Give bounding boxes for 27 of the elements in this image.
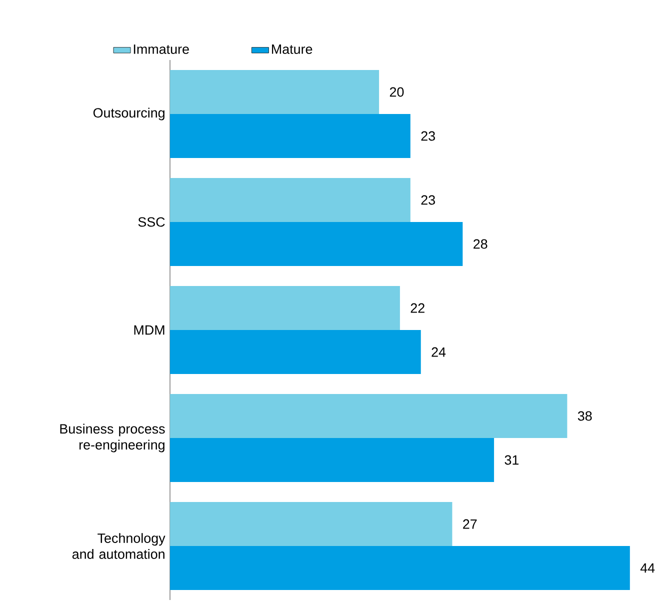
data-label: 24 (432, 347, 446, 357)
bar (170, 394, 568, 438)
y-tick-label: SSC (138, 217, 165, 227)
data-label: 38 (578, 411, 592, 421)
bar (170, 546, 630, 590)
data-label: 23 (421, 195, 435, 205)
bar (170, 114, 410, 158)
data-label: 27 (463, 519, 477, 529)
bar (170, 330, 421, 374)
data-label: 28 (474, 239, 488, 249)
data-label: 31 (504, 455, 519, 465)
y-tick-label: Business process re-engineering (60, 424, 165, 452)
data-label: 20 (390, 87, 404, 97)
data-label: 22 (410, 303, 424, 313)
y-tick-label: Technology and automation (72, 533, 166, 559)
data-label: 23 (421, 131, 435, 141)
bar (170, 286, 400, 330)
data-label: 44 (640, 563, 655, 573)
legend-label: Mature (272, 44, 312, 54)
bar (170, 222, 463, 266)
bar (170, 502, 452, 546)
bar (170, 70, 380, 114)
bar (170, 178, 410, 222)
legend-label: Immature (134, 44, 189, 54)
bar (170, 438, 494, 482)
y-tick-label: MDM (134, 325, 164, 335)
y-tick-label: Outsourcing (93, 108, 164, 120)
